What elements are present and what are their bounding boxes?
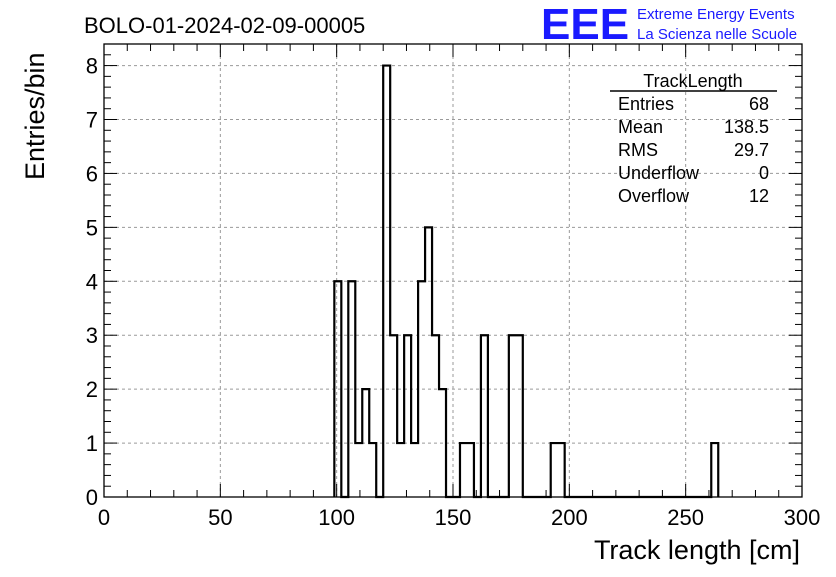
histogram-bin <box>551 443 558 497</box>
y-tick-label: 7 <box>86 108 98 133</box>
histogram-bin <box>467 443 474 497</box>
histogram-bin <box>711 443 718 497</box>
x-tick-label: 0 <box>98 505 110 530</box>
histogram-bin <box>439 389 446 497</box>
eee-logo-text: EEE <box>541 0 629 49</box>
histogram-bin <box>460 443 467 497</box>
histogram-bin <box>411 443 418 497</box>
histogram-bin <box>362 389 369 497</box>
stats-row-label: RMS <box>618 140 658 160</box>
y-tick-label: 2 <box>86 377 98 402</box>
y-tick-label: 3 <box>86 323 98 348</box>
stats-row-value: 29.7 <box>734 140 769 160</box>
brand-line-2: La Scienza nelle Scuole <box>637 26 797 43</box>
x-tick-label: 300 <box>784 505 821 530</box>
histogram-bin <box>383 66 390 497</box>
stats-row-value: 0 <box>759 163 769 183</box>
histogram-bin <box>425 227 432 497</box>
stats-title: TrackLength <box>643 71 742 91</box>
run-title: BOLO-01-2024-02-09-00005 <box>84 13 365 38</box>
histogram-bin <box>481 335 488 497</box>
stats-row-label: Mean <box>618 117 663 137</box>
stats-row-value: 12 <box>749 186 769 206</box>
x-tick-label: 200 <box>551 505 588 530</box>
y-tick-label: 5 <box>86 215 98 240</box>
y-tick-label: 0 <box>86 485 98 510</box>
histogram-bin <box>390 335 397 497</box>
histogram-bin <box>334 281 341 497</box>
x-tick-label: 250 <box>667 505 704 530</box>
histogram-bin <box>558 443 565 497</box>
histogram-outline <box>333 64 720 499</box>
x-tick-label: 100 <box>318 505 355 530</box>
histogram-bin <box>369 443 376 497</box>
stats-row-label: Underflow <box>618 163 700 183</box>
y-tick-label: 4 <box>86 269 98 294</box>
stats-rows: Entries 68 Mean 138.5 RMS 29.7 Underflow 0 Overf… <box>618 94 769 206</box>
brand-line-1: Extreme Energy Events <box>637 6 795 23</box>
y-tick-label: 6 <box>86 161 98 186</box>
histogram-bin <box>404 335 411 497</box>
y-tick-label: 8 <box>86 54 98 79</box>
histogram-bin <box>432 335 439 497</box>
histogram-bin <box>516 335 523 497</box>
stats-box: TrackLength Entries 68 Mean 138.5 RMS 29.7 Und… <box>610 71 777 206</box>
x-tick-label: 50 <box>208 505 232 530</box>
stats-row-value: 68 <box>749 94 769 114</box>
y-tick-label: 1 <box>86 431 98 456</box>
histogram-bin <box>509 335 516 497</box>
grid-lines <box>104 44 802 497</box>
y-axis-title: Entries/bin <box>20 52 50 180</box>
histogram-bin <box>355 443 362 497</box>
stats-row-value: 138.5 <box>724 117 769 137</box>
histogram-bin <box>397 443 404 497</box>
histogram-bin <box>348 281 355 497</box>
stats-row-label: Overflow <box>618 186 690 206</box>
stats-row-label: Entries <box>618 94 674 114</box>
x-axis-title: Track length [cm] <box>594 535 800 565</box>
axis-ticks <box>103 43 803 498</box>
histogram-bin <box>418 281 425 497</box>
histogram-bars <box>333 64 720 499</box>
x-tick-label: 150 <box>435 505 472 530</box>
